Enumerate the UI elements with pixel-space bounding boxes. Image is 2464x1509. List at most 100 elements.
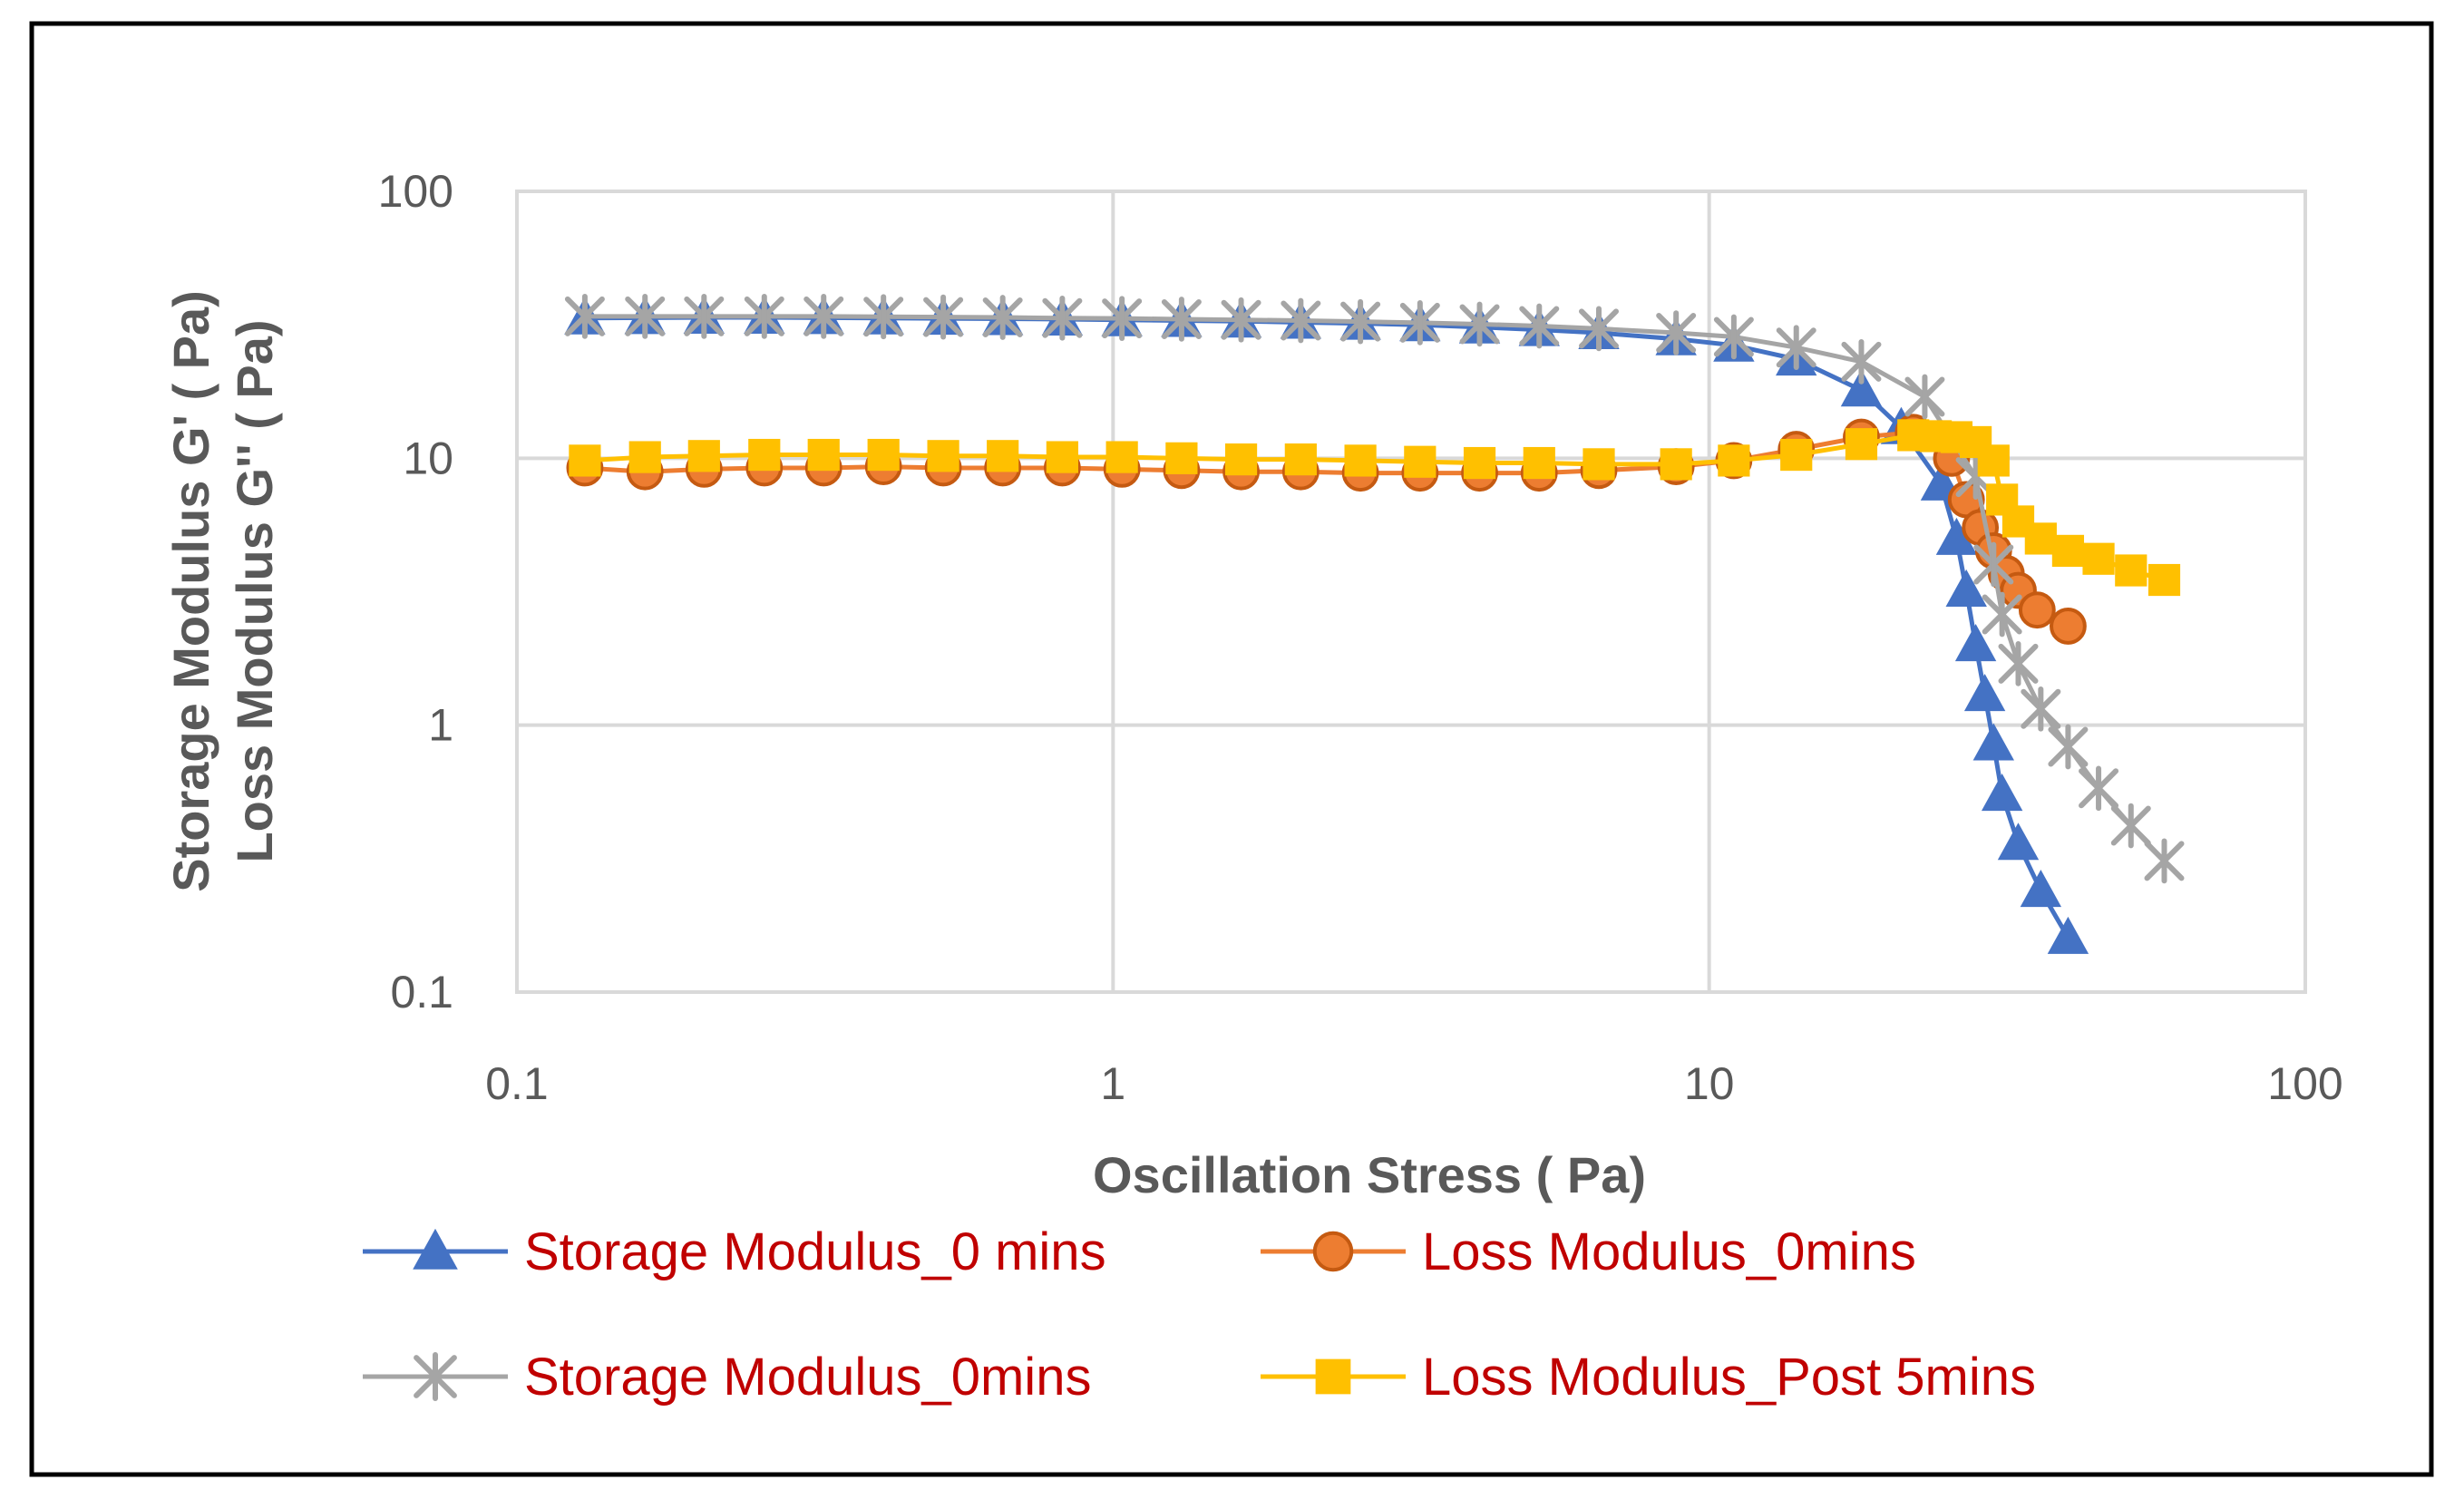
data-point (1165, 442, 1198, 474)
data-point (1344, 444, 1377, 477)
data-point (687, 440, 720, 472)
data-point (2051, 534, 2085, 568)
data-point (1161, 297, 1202, 342)
legend-label: Storage Modulus_0mins (524, 1348, 1091, 1407)
data-point (2021, 686, 2061, 732)
data-point (744, 294, 784, 339)
legend-item: Loss Modulus_Post 5mins (1261, 1348, 2036, 1407)
data-point (2018, 591, 2056, 629)
data-point (923, 294, 964, 340)
data-point (1945, 569, 1987, 607)
series-star (564, 294, 2185, 884)
data-point (863, 294, 904, 340)
x-axis-title: Oscillation Stress ( Pa) (1093, 1146, 1646, 1203)
y-tick-label: 10 (403, 433, 453, 483)
data-point (1102, 296, 1143, 342)
data-point (569, 444, 601, 477)
data-point (1973, 541, 2014, 588)
legend-label: Loss Modulus_Post 5mins (1422, 1348, 2036, 1407)
data-point (1042, 295, 1083, 341)
data-point (1404, 445, 1437, 478)
data-point (628, 441, 661, 473)
data-point (1340, 298, 1381, 345)
data-point (1718, 444, 1750, 477)
data-point (1046, 441, 1078, 473)
x-tick-label: 10 (1684, 1058, 1735, 1109)
data-point (987, 440, 1019, 472)
series-layer (564, 294, 2185, 954)
data-point (2050, 608, 2087, 645)
data-point (2047, 916, 2089, 954)
data-point (1963, 674, 2006, 712)
plot-area (515, 190, 2307, 994)
data-point (1284, 443, 1317, 476)
data-point (684, 294, 725, 339)
data-point (2110, 803, 2151, 849)
y-tick-label: 1 (428, 700, 453, 751)
legend-item: Storage Modulus_0mins (363, 1348, 1091, 1407)
data-point (2115, 554, 2147, 587)
data-point (867, 438, 900, 472)
data-point (1972, 723, 2014, 761)
data-point (1519, 303, 1560, 349)
data-point (2048, 724, 2089, 770)
legend: Storage Modulus_0 mins Loss Modulus_0mins… (363, 1222, 2036, 1407)
data-point (2020, 870, 2062, 908)
y-axis-title-storage: Storage Modulus G' ( Pa) (162, 290, 219, 892)
legend-label: Loss Modulus_0mins (1422, 1222, 1916, 1281)
data-point (807, 438, 840, 472)
data-point (1841, 339, 1882, 385)
data-point (1656, 310, 1697, 355)
data-point (2024, 522, 2057, 555)
x-tick-label: 1 (1100, 1058, 1125, 1109)
data-point (1459, 301, 1500, 347)
data-point (1776, 325, 1816, 371)
data-point (1982, 591, 2022, 638)
data-point (2144, 838, 2185, 884)
data-point (1463, 446, 1496, 480)
y-tick-label: 100 (378, 166, 453, 217)
tick-labels: 0.1 1 10 100 0.1 1 10 100 (378, 166, 2343, 1109)
data-point (1660, 448, 1692, 481)
data-point (1904, 374, 1945, 420)
data-point (2082, 542, 2115, 575)
legend-item: Storage Modulus_0 mins (363, 1222, 1106, 1281)
y-axis-title-loss: Loss Modulus G'' ( Pa) (226, 319, 283, 862)
data-point (1105, 441, 1138, 473)
legend-label: Storage Modulus_0 mins (524, 1222, 1106, 1281)
data-point (1281, 297, 1321, 344)
data-point (803, 294, 844, 339)
data-point (748, 438, 781, 472)
chart-border (29, 21, 2434, 1477)
data-point (2079, 765, 2119, 812)
data-point (1583, 448, 1615, 481)
data-point (564, 294, 605, 339)
data-point (1845, 428, 1878, 461)
data-point (413, 1228, 458, 1270)
data-point (1998, 640, 2039, 686)
x-tick-label: 0.1 (485, 1058, 549, 1109)
data-point (1981, 774, 2023, 812)
data-point (1315, 1358, 1351, 1395)
data-point (2147, 563, 2181, 597)
data-point (1523, 446, 1555, 480)
data-point (1312, 1231, 1354, 1272)
y-tick-label: 0.1 (390, 967, 453, 1017)
series-square (569, 419, 2181, 597)
data-point (1780, 438, 1813, 472)
data-point (927, 440, 959, 472)
data-point (1399, 300, 1440, 346)
data-point (625, 294, 666, 339)
x-tick-label: 100 (2267, 1058, 2342, 1109)
data-point (414, 1351, 457, 1402)
data-point (982, 295, 1023, 340)
data-point (1221, 297, 1261, 343)
data-point (1840, 369, 1883, 407)
legend-item: Loss Modulus_0mins (1261, 1222, 1916, 1281)
data-point (1954, 623, 1997, 662)
data-point (1713, 314, 1754, 360)
data-point (1224, 443, 1258, 476)
data-point (1997, 823, 2040, 861)
data-point (1579, 306, 1620, 352)
